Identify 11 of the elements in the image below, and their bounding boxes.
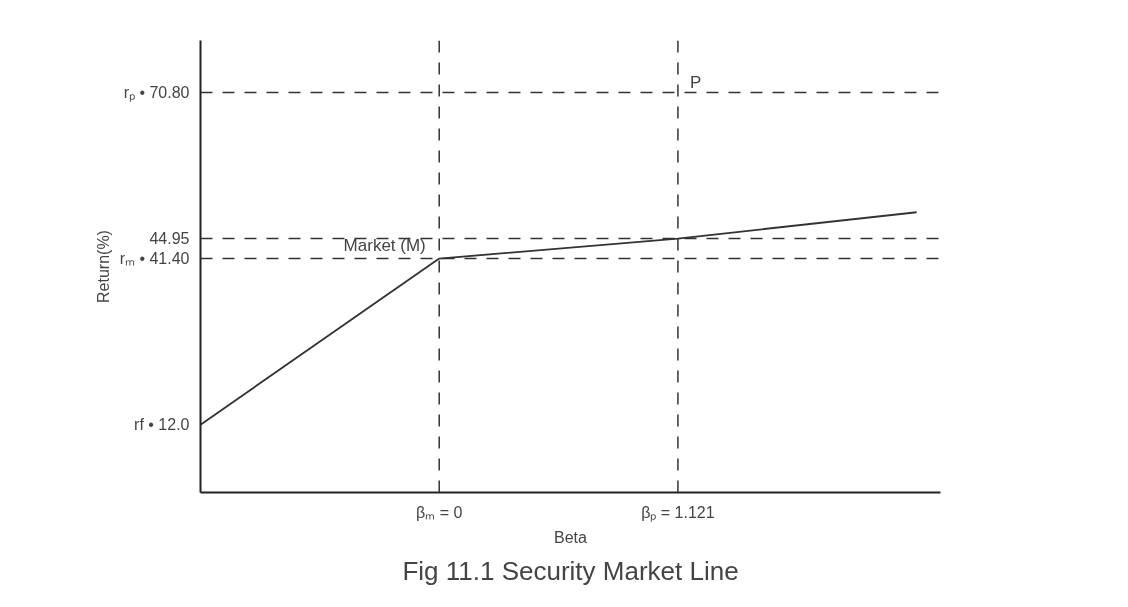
y-tick-label: rₘ • 41.40 xyxy=(119,250,190,268)
x-tick-label: βₚ = 1.121 xyxy=(641,503,715,522)
y-tick-label: rₚ • 70.80 xyxy=(123,83,190,102)
annotation: P xyxy=(689,73,702,93)
y-tick-label: 44.95 xyxy=(149,230,190,248)
annotation: Market (M) xyxy=(343,235,426,255)
y-tick-label: rf • 12.0 xyxy=(134,416,190,434)
x-axis-title: Beta xyxy=(554,528,588,546)
y-axis-title: Return(%) xyxy=(94,230,112,303)
text: Fig 11.1 Security Market Line xyxy=(402,555,739,586)
x-tick-label: βₘ = 0 xyxy=(416,503,463,521)
